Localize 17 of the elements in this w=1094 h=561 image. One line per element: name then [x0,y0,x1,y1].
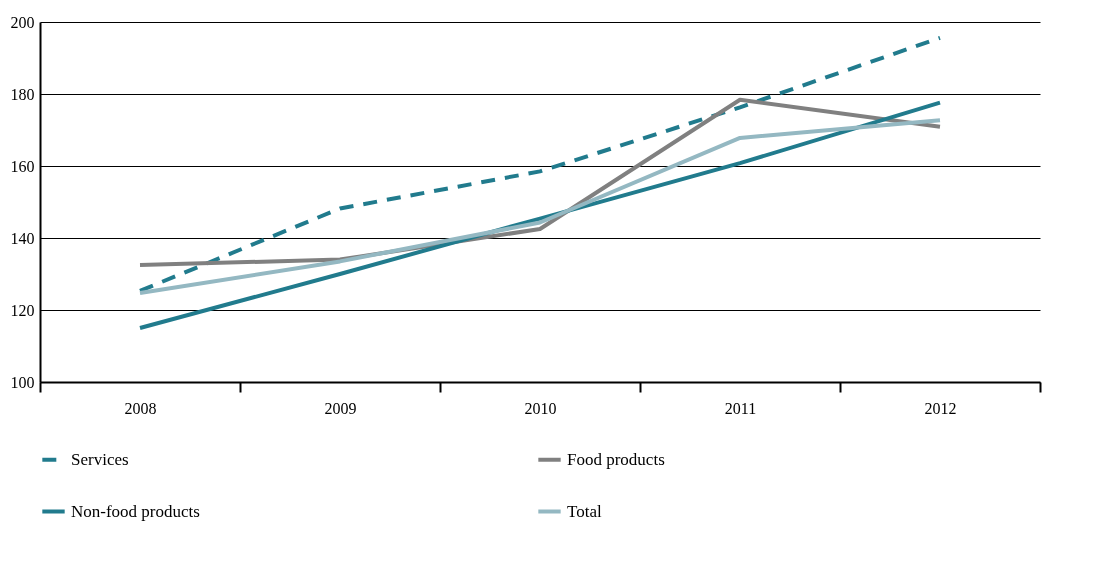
legend-label: Services [71,449,129,469]
x-tick-label: 2011 [724,399,757,417]
y-tick-label: 100 [10,373,35,391]
y-tick-label: 120 [10,301,35,319]
legend-label: Total [567,501,602,521]
line-series [138,35,942,293]
x-tick-label: 2010 [524,399,557,417]
y-tick-label: 160 [10,157,35,175]
x-tick-label: 2012 [924,399,957,417]
legend-label: Food products [567,449,665,469]
legend-label: Non-food products [71,501,200,521]
y-tick-label: 140 [10,229,35,247]
x-tick-label: 2008 [124,399,157,417]
line-series [138,118,942,296]
y-tick-label: 180 [10,85,35,103]
x-tick-label: 2009 [324,399,357,417]
y-tick-label: 200 [10,13,35,31]
